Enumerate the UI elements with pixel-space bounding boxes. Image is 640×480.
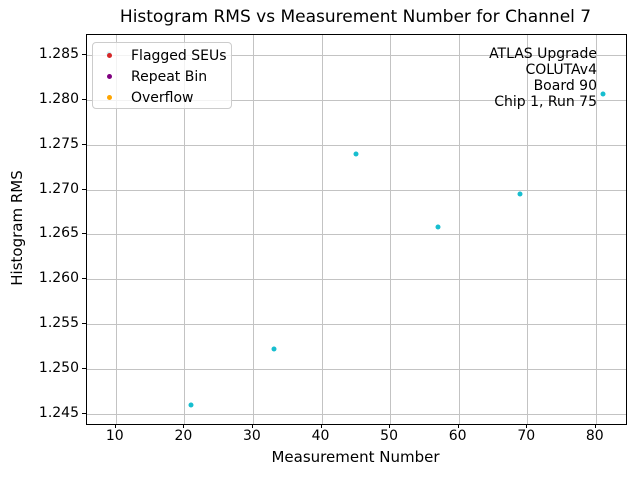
y-tick-mark (82, 413, 86, 415)
y-gridline (87, 54, 626, 56)
y-gridline (87, 414, 626, 416)
x-tick-label: 70 (517, 428, 536, 444)
y-tick-label: 1.265 (38, 225, 79, 242)
y-tick-label: 1.280 (38, 90, 79, 107)
y-tick-mark (82, 188, 86, 190)
x-gridline (595, 35, 597, 424)
x-tick-mark (320, 424, 322, 428)
x-tick-label: 80 (585, 428, 604, 444)
x-tick-mark (251, 424, 253, 428)
dot-icon (107, 74, 112, 79)
x-gridline (252, 35, 254, 424)
x-tick-mark (526, 424, 528, 428)
y-tick-label: 1.285 (38, 45, 79, 62)
y-gridline (87, 189, 626, 191)
x-tick-mark (389, 424, 391, 428)
y-tick-label: 1.270 (38, 180, 79, 197)
x-tick-label: 50 (380, 428, 399, 444)
x-tick-label: 30 (243, 428, 261, 444)
y-gridline (87, 99, 626, 101)
legend-item-label: Overflow (131, 89, 194, 106)
x-tick-label: 40 (311, 428, 330, 444)
y-axis-label: Histogram RMS (8, 170, 26, 286)
y-gridline (87, 324, 626, 326)
x-tick-mark (114, 424, 116, 428)
x-tick-mark (594, 424, 596, 428)
y-tick-mark (82, 278, 86, 280)
y-gridline (87, 144, 626, 146)
x-gridline (458, 35, 460, 424)
y-tick-mark (82, 53, 86, 55)
data-point (517, 191, 523, 197)
x-tick-label: 10 (105, 428, 124, 444)
annotation-block: ATLAS Upgrade COLUTAv4 Board 90 Chip 1, Run… (489, 46, 597, 110)
y-tick-label: 1.275 (38, 135, 79, 152)
data-point (435, 224, 441, 230)
y-gridline (87, 279, 626, 281)
y-gridline (87, 369, 626, 371)
y-tick-mark (82, 98, 86, 100)
dot-icon (107, 53, 112, 58)
annotation-line: ATLAS Upgrade (489, 46, 597, 62)
x-gridline (321, 35, 323, 424)
annotation-line: Board 90 (533, 78, 597, 94)
y-gridline (87, 234, 626, 236)
y-tick-label: 1.250 (38, 360, 79, 377)
y-tick-mark (82, 368, 86, 370)
x-tick-mark (183, 424, 185, 428)
x-gridline (184, 35, 186, 424)
x-gridline (115, 35, 117, 424)
dot-icon (107, 95, 112, 100)
y-tick-label: 1.245 (38, 405, 79, 422)
y-tick-mark (82, 233, 86, 235)
x-tick-label: 20 (174, 428, 193, 444)
legend-item: Overflow (107, 87, 231, 108)
y-tick-mark (82, 143, 86, 145)
y-tick-label: 1.255 (38, 315, 79, 332)
annotation-line: Chip 1, Run 75 (494, 94, 597, 110)
data-point (271, 346, 277, 352)
data-point (353, 151, 359, 157)
y-tick-label: 1.260 (38, 270, 79, 287)
legend-item-label: Repeat Bin (131, 68, 208, 85)
legend-item: Repeat Bin (107, 66, 231, 87)
data-point (188, 402, 194, 408)
x-gridline (527, 35, 529, 424)
legend-item: Flagged SEUs (107, 45, 231, 66)
x-tick-label: 60 (448, 428, 467, 444)
x-gridline (390, 35, 392, 424)
x-axis-label: Measurement Number (271, 448, 440, 466)
x-tick-mark (457, 424, 459, 428)
y-tick-mark (82, 323, 86, 325)
chart-title: Histogram RMS vs Measurement Number for … (119, 7, 592, 27)
legend: Flagged SEUs Repeat Bin Overflow (92, 42, 232, 109)
annotation-line: COLUTAv4 (525, 62, 597, 78)
data-point (600, 91, 606, 97)
legend-item-label: Flagged SEUs (131, 47, 227, 64)
